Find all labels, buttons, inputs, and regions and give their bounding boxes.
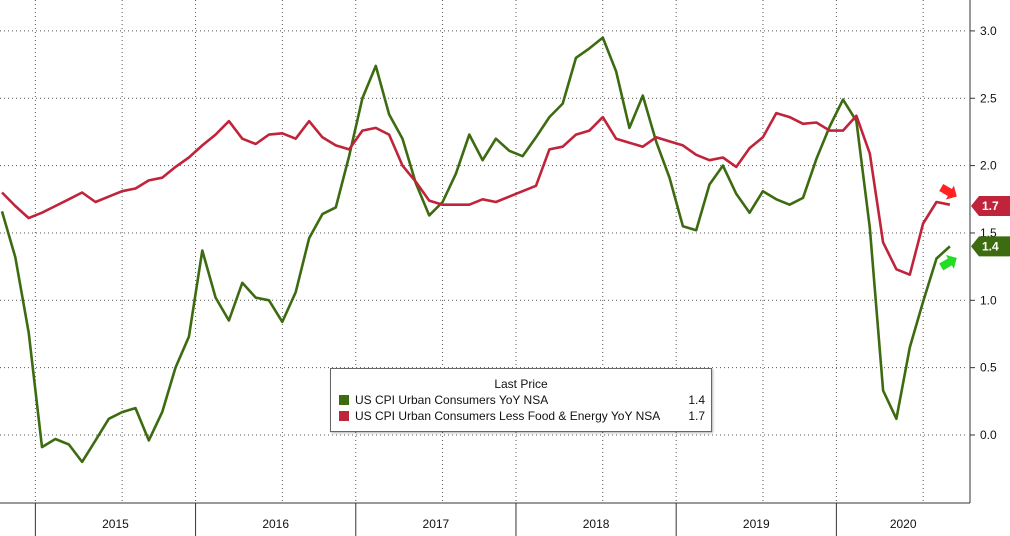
- y-tick-label-2: 2.0: [980, 159, 997, 173]
- gridlines: [0, 0, 965, 503]
- legend-label-headline-cpi: US CPI Urban Consumers YoY NSA: [355, 393, 549, 407]
- trend-arrow-up-icon: [939, 184, 957, 200]
- x-year-label-0: 2015: [102, 517, 129, 531]
- x-year-label-4: 2019: [743, 517, 770, 531]
- legend-entry-core-cpi: US CPI Urban Consumers Less Food & Energ…: [331, 408, 711, 424]
- y-tick-label-0: 3.0: [980, 24, 997, 38]
- y-tick-label-5: 0.5: [980, 361, 997, 375]
- legend-value-core-cpi: 1.7: [688, 409, 705, 423]
- legend-swatch-core-cpi: [339, 411, 349, 421]
- y-tick-label-6: 0.0: [980, 428, 997, 442]
- legend-title: Last Price: [494, 377, 548, 391]
- legend-entry-headline-cpi: US CPI Urban Consumers YoY NSA 1.4: [331, 392, 711, 408]
- series-line-0: [0, 36, 951, 464]
- trend-arrow-down-icon: [939, 254, 957, 271]
- x-year-label-3: 2018: [583, 517, 610, 531]
- last-value-badge-text-0: 1.4: [982, 239, 999, 253]
- legend-swatch-headline-cpi: [339, 395, 349, 405]
- series-lines: [0, 36, 951, 464]
- last-value-markers: 1.4 1.7: [939, 184, 1010, 271]
- x-year-label-2: 2017: [423, 517, 450, 531]
- legend-value-headline-cpi: 1.4: [688, 393, 705, 407]
- series-line-1: [1, 111, 951, 276]
- last-value-badge-1: [971, 196, 1010, 217]
- legend-label-core-cpi: US CPI Urban Consumers Less Food & Energ…: [355, 409, 661, 423]
- y-tick-label-1: 2.5: [980, 91, 997, 105]
- y-tick-label-4: 1.0: [980, 293, 997, 307]
- last-value-badge-0: [971, 236, 1010, 257]
- x-year-label-1: 2016: [262, 517, 289, 531]
- last-value-badge-text-1: 1.7: [982, 199, 999, 213]
- x-year-label-5: 2020: [890, 517, 917, 531]
- y-axis: 3.02.52.01.51.00.50.0: [969, 0, 997, 503]
- legend: Last Price US CPI Urban Consumers YoY NS…: [330, 368, 712, 432]
- x-axis: 2015 2016 2017 2018 2019 2020: [0, 502, 970, 536]
